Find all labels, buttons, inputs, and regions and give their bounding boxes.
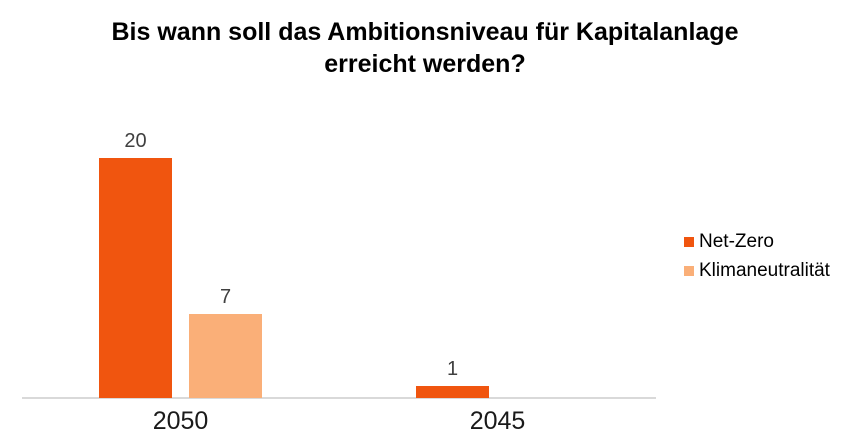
legend: Net-Zero Klimaneutralität bbox=[684, 231, 830, 290]
bar-2045-net-zero bbox=[416, 386, 489, 398]
x-axis-line bbox=[22, 397, 656, 399]
legend-item-klimaneutralitaet: Klimaneutralität bbox=[684, 260, 830, 281]
legend-label-klimaneutralitaet: Klimaneutralität bbox=[699, 260, 830, 281]
x-axis-label-2050: 2050 bbox=[152, 407, 209, 435]
legend-swatch-net-zero bbox=[684, 237, 694, 247]
x-axis-label-2045: 2045 bbox=[469, 407, 526, 435]
bar-2050-net-zero bbox=[99, 158, 172, 398]
legend-item-net-zero: Net-Zero bbox=[684, 231, 830, 252]
legend-label-net-zero: Net-Zero bbox=[699, 231, 774, 252]
legend-swatch-klimaneutralitaet bbox=[684, 266, 694, 276]
value-label-2045-net-zero: 1 bbox=[446, 358, 459, 380]
value-label-2050-net-zero: 20 bbox=[124, 130, 147, 152]
bar-2050-klimaneutralitaet bbox=[189, 314, 262, 398]
value-label-2050-klimaneutralitaet: 7 bbox=[219, 286, 232, 308]
chart-title: Bis wann soll das Ambitionsniveau für Ka… bbox=[111, 18, 739, 78]
